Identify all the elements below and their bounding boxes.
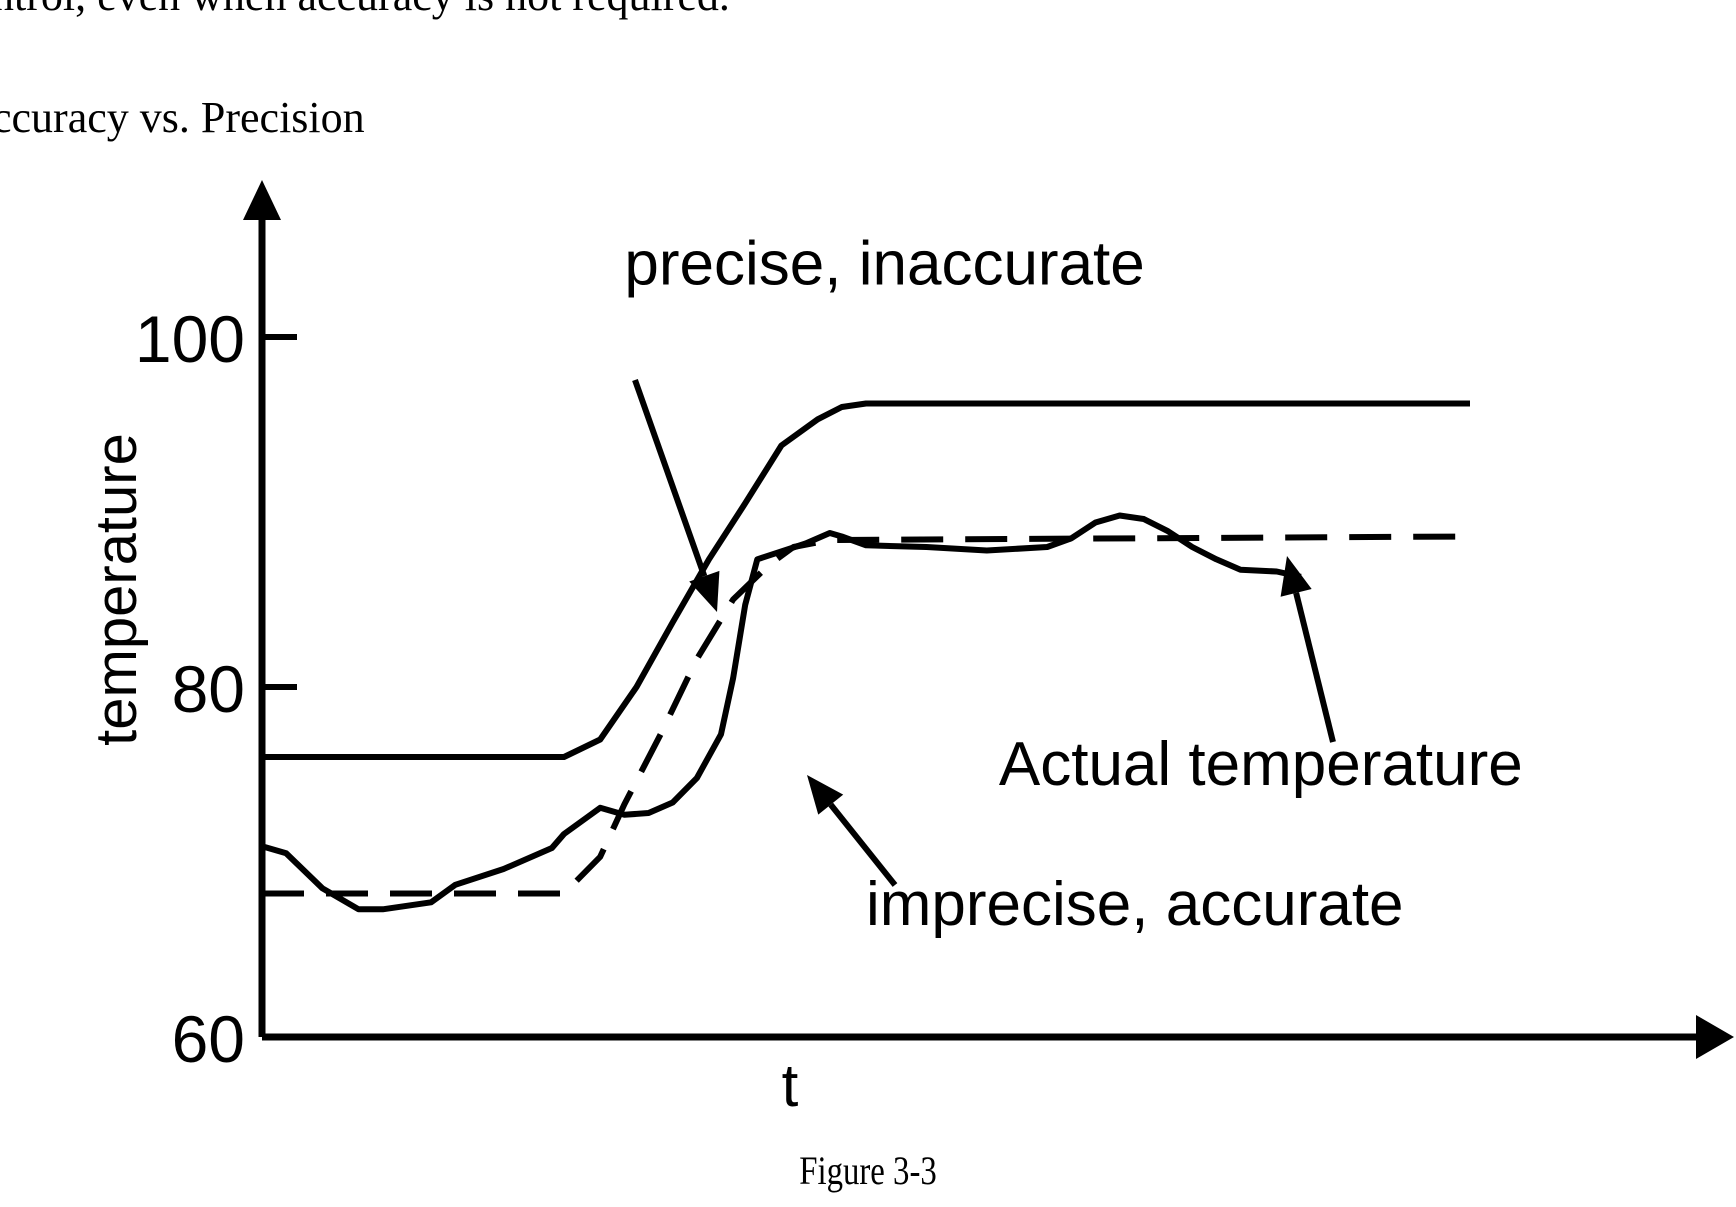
axes-group: 60 80 100 [135, 180, 1734, 1076]
y-tick-label-60: 60 [172, 1002, 245, 1076]
series-line-1-solid [262, 400, 1470, 760]
arrow-actual-temperature-shaft [1293, 592, 1336, 743]
arrow-precise-inaccurate [632, 379, 720, 612]
document-top-line: ntrol, even when accuracy is not require… [0, 0, 730, 21]
y-tick-label-100: 100 [135, 302, 245, 376]
arrow-precise-inaccurate-shaft [632, 379, 708, 578]
series-line-3-solid [261, 512, 1302, 913]
arrow-actual-temperature [1280, 556, 1336, 743]
x-axis-label: t [782, 1052, 799, 1119]
section-heading: ccuracy vs. Precision [0, 93, 365, 142]
arrow-precise-inaccurate-head [689, 570, 720, 612]
y-tick-label-80: 80 [172, 652, 245, 726]
arrow-imprecise-accurate [807, 775, 898, 887]
arrow-imprecise-accurate-head [807, 775, 844, 815]
arrow-actual-temperature-head [1280, 556, 1312, 597]
arrow-imprecise-accurate-shaft [828, 802, 898, 887]
x-axis-arrowhead [1696, 1015, 1734, 1059]
y-axis-label: temperature [84, 433, 149, 746]
annotation-imprecise-accurate: imprecise, accurate [866, 870, 1404, 939]
annotation-precise-inaccurate: precise, inaccurate [624, 230, 1144, 299]
series-layer [261, 400, 1471, 913]
annotation-actual-temperature: Actual temperature [999, 730, 1523, 799]
annotation-layer: precise, inaccurate Actual temperature imp… [624, 230, 1522, 940]
y-axis-arrowhead [243, 180, 281, 220]
figure-caption: Figure 3-3 [799, 1148, 937, 1193]
